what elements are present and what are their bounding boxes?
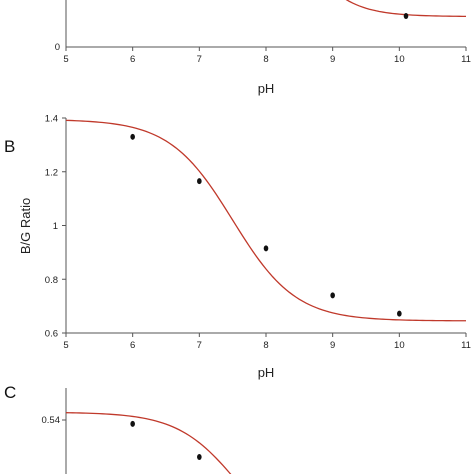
panel-b-data-point: [263, 245, 269, 252]
panel-c-label: C: [4, 383, 16, 402]
panel-b-x-tick-label: 9: [330, 340, 335, 351]
panel-b: B 0.6 0.8 1 1.2 1.4 5 6 7 8 9 10 11 B/G Ratio pH: [4, 114, 471, 381]
panel-a: 0 5 6 7 8 9 10 11 pH: [55, 0, 471, 96]
panel-a-x-axis-label: pH: [258, 81, 275, 96]
panel-b-data-point: [330, 292, 335, 299]
panel-b-x-axis-label: pH: [258, 365, 275, 380]
panel-b-y-tick-label: 1.2: [45, 167, 58, 178]
panel-b-y-axis-label: B/G Ratio: [18, 198, 33, 254]
panel-b-x-tick-label: 11: [461, 340, 471, 351]
panel-a-fit-curve: [345, 0, 467, 18]
panel-a-x-tick-label: 11: [461, 54, 471, 65]
panel-b-data-point: [130, 133, 135, 140]
panel-b-y-tick-label: 1: [53, 221, 58, 232]
panel-a-x-tick-label: 5: [63, 54, 68, 65]
panel-c-data-point: [197, 454, 202, 461]
panel-c-fit-curve: [65, 412, 232, 474]
panel-b-fit-curve: [65, 119, 467, 322]
panel-b-x-tick-label: 5: [63, 340, 68, 351]
panel-c-y-tick: 0.54: [42, 415, 61, 426]
panel-b-x-tick-label: 6: [130, 340, 135, 351]
panel-a-x-tick-label: 6: [130, 54, 135, 65]
panel-b-x-tick-label: 10: [394, 340, 405, 351]
panel-a-x-tick-label: 10: [394, 54, 405, 65]
panel-a-x-tick-label: 9: [330, 54, 335, 65]
panel-b-y-tick-label: 0.8: [45, 275, 58, 286]
panel-a-data-point: [403, 13, 409, 20]
panel-a-y-tick: 0: [55, 42, 60, 53]
panel-b-data-point: [197, 178, 202, 185]
panel-c: C 0.54: [4, 383, 232, 474]
panel-b-x-tick-label: 8: [263, 340, 268, 351]
panel-a-x-tick-label: 8: [263, 54, 268, 65]
panel-b-y-tick-label: 1.4: [45, 114, 58, 125]
panel-b-label: B: [4, 137, 15, 156]
panel-a-x-tick-label: 7: [197, 54, 202, 65]
panel-b-y-tick-label: 0.6: [45, 329, 58, 340]
panel-b-x-tick-label: 7: [197, 340, 202, 351]
panel-b-data-point: [397, 310, 402, 317]
panel-c-data-point: [130, 420, 135, 427]
